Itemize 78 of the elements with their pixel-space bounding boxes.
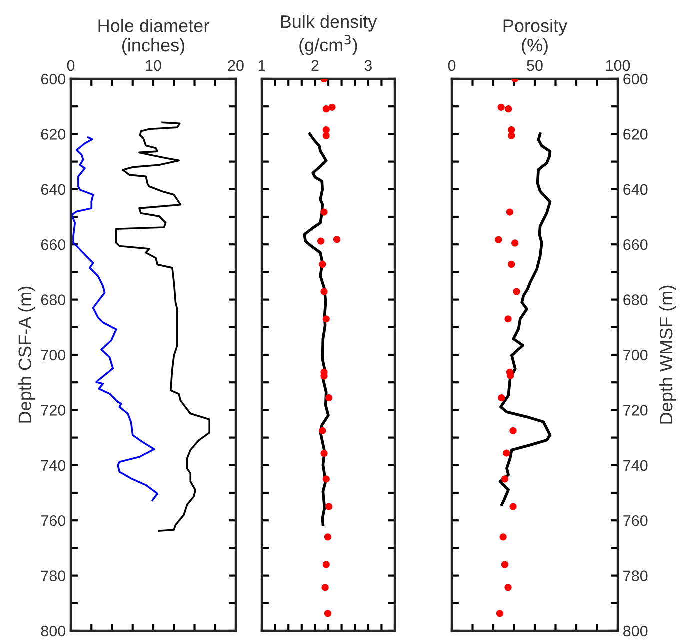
y2-axis-title: Depth WMSF (m) xyxy=(659,286,676,424)
y2-tick-label: 700 xyxy=(624,350,648,361)
point xyxy=(319,260,326,268)
y2-tick-label: 640 xyxy=(624,184,648,196)
point xyxy=(320,288,328,296)
point xyxy=(324,534,332,541)
y-tick-label: 620 xyxy=(41,129,66,140)
x-tick-label: 2 xyxy=(312,60,319,71)
point xyxy=(325,394,333,402)
point xyxy=(501,561,508,568)
x-tick-label: 1 xyxy=(258,60,266,71)
point xyxy=(322,106,330,113)
point xyxy=(512,240,519,247)
x-axis-title: Bulk density (g/cm$^{3}$) xyxy=(281,15,378,56)
y-tick-label: 760 xyxy=(41,515,66,526)
y2-tick-label: 620 xyxy=(624,129,648,140)
y2-tick-label: 600 xyxy=(624,74,648,85)
point xyxy=(500,534,507,541)
line-series xyxy=(498,132,552,506)
y-tick-label: 740 xyxy=(41,460,66,472)
point xyxy=(322,476,330,483)
point xyxy=(508,260,516,268)
y-tick-label: 720 xyxy=(41,405,66,416)
x-tick-label: 0 xyxy=(67,60,75,72)
point xyxy=(322,132,330,140)
point xyxy=(322,126,330,134)
x-axis-title: Hole diameter (inches) xyxy=(98,19,210,56)
point xyxy=(501,476,508,483)
x-tick-label: 10 xyxy=(146,60,162,72)
point xyxy=(325,503,333,510)
y2-tick-label: 660 xyxy=(624,239,648,250)
y-tick-label: 700 xyxy=(41,350,66,361)
y-tick-label: 600 xyxy=(41,74,66,85)
x-tick-label: 3 xyxy=(364,60,372,72)
y-tick-label: 780 xyxy=(41,570,66,582)
x-axis-title: Porosity (%) xyxy=(504,19,568,56)
point xyxy=(322,561,330,568)
y2-tick-label: 760 xyxy=(624,515,648,526)
point xyxy=(503,450,510,457)
y-tick-label: 640 xyxy=(41,184,66,196)
y2-tick-label: 740 xyxy=(624,460,648,472)
point xyxy=(322,584,329,592)
point xyxy=(504,584,512,592)
point xyxy=(507,372,514,380)
x-tick-label: 100 xyxy=(606,60,630,72)
y-tick-label: 800 xyxy=(41,626,66,637)
x-tick-label: 20 xyxy=(228,60,244,72)
point xyxy=(513,288,520,296)
point xyxy=(324,610,332,618)
point xyxy=(320,208,328,216)
point xyxy=(498,394,506,402)
point xyxy=(508,126,516,134)
point xyxy=(504,316,512,323)
point xyxy=(496,610,504,618)
point xyxy=(328,104,336,111)
point xyxy=(506,208,514,216)
x-tick-label: 0 xyxy=(448,60,456,72)
line-series xyxy=(71,136,159,502)
y2-tick-label: 780 xyxy=(624,570,648,582)
point xyxy=(510,503,517,510)
point xyxy=(508,132,516,140)
point xyxy=(333,236,341,244)
y2-tick-label: 720 xyxy=(624,405,648,416)
point xyxy=(320,450,328,458)
point xyxy=(319,427,326,434)
point xyxy=(318,238,325,245)
y-tick-label: 680 xyxy=(41,294,66,306)
y-tick-label: 660 xyxy=(41,239,66,250)
y2-tick-label: 680 xyxy=(624,294,648,306)
point xyxy=(495,236,502,244)
y2-tick-label: 800 xyxy=(624,626,648,637)
point xyxy=(322,316,330,323)
point xyxy=(498,104,505,111)
line-series xyxy=(115,122,211,532)
point xyxy=(505,106,512,113)
point xyxy=(510,427,517,434)
y-axis-title: Depth CSF-A (m) xyxy=(18,286,36,423)
x-tick-label: 50 xyxy=(527,60,543,72)
